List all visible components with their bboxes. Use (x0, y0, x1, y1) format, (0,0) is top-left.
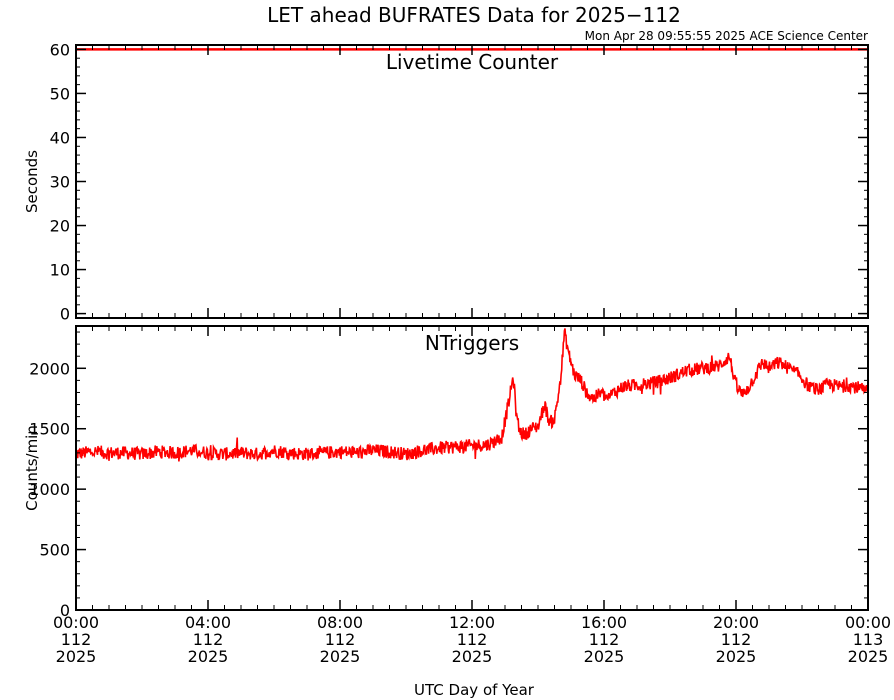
y-tick-label: 1500 (29, 420, 70, 439)
y-axis-label: Seconds (23, 150, 41, 213)
y-tick-label: 40 (50, 128, 70, 147)
chart-panels: 0 10 20 30 40 50 60 Livetime Counter Seconds 0 500… (23, 40, 891, 666)
y-tick-label: 0 (60, 601, 70, 620)
x-tick-doy: 113 (853, 630, 884, 649)
plot-frame (75, 325, 869, 611)
x-tick-time: 20:00 (713, 613, 759, 632)
y-tick-label: 0 (60, 305, 70, 324)
x-tick-time: 12:00 (449, 613, 495, 632)
y-tick-label: 30 (50, 173, 70, 192)
x-tick-doy: 112 (721, 630, 752, 649)
series-line (75, 328, 869, 462)
x-tick-year: 2025 (452, 647, 493, 666)
y-axis-label: Counts/min (23, 425, 41, 511)
y-tick-label: 60 (50, 40, 70, 59)
x-tick-doy: 112 (589, 630, 620, 649)
y-tick-label: 10 (50, 261, 70, 280)
y-tick-label: 20 (50, 217, 70, 236)
x-tick-year: 2025 (188, 647, 229, 666)
timestamp: Mon Apr 28 09:55:55 2025 ACE Science Cen… (585, 29, 868, 43)
x-tick-doy: 112 (325, 630, 356, 649)
plot-frame (75, 44, 869, 319)
panel-1: 0 10 20 30 40 50 60 Livetime Counter Seconds (23, 40, 869, 324)
panel-2: 0 500 1000 1500 2000 NTriggers Counts/min (23, 325, 869, 620)
x-tick-time: 00:00 (53, 613, 99, 632)
y-tick-label: 1000 (29, 480, 70, 499)
x-tick-year: 2025 (848, 647, 889, 666)
panel-label: NTriggers (425, 331, 519, 355)
y-tick-label: 500 (39, 541, 70, 560)
x-axis-label: UTC Day of Year (414, 681, 535, 699)
x-tick-doy: 112 (61, 630, 92, 649)
x-tick-year: 2025 (584, 647, 625, 666)
x-tick-time: 00:00 (845, 613, 891, 632)
x-tick-time: 04:00 (185, 613, 231, 632)
x-tick-year: 2025 (320, 647, 361, 666)
x-tick-doy: 112 (457, 630, 488, 649)
x-tick-year: 2025 (716, 647, 757, 666)
x-tick-time: 16:00 (581, 613, 627, 632)
y-tick-label: 50 (50, 84, 70, 103)
chart-title: LET ahead BUFRATES Data for 2025−112 (267, 3, 681, 27)
x-tick-time: 08:00 (317, 613, 363, 632)
panel-label: Livetime Counter (386, 50, 559, 74)
y-tick-label: 2000 (29, 359, 70, 378)
x-tick-doy: 112 (193, 630, 224, 649)
x-tick-year: 2025 (56, 647, 97, 666)
